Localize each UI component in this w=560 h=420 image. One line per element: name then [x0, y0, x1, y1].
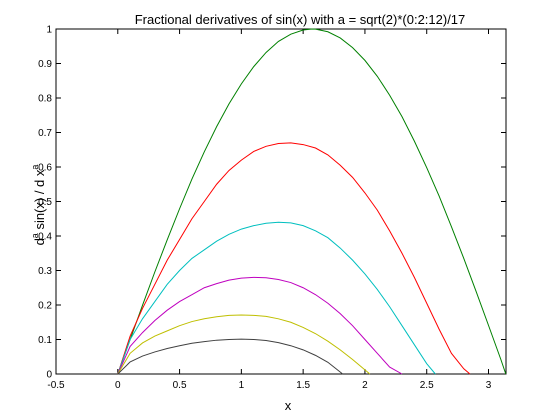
y-tick-label: 1	[46, 25, 52, 36]
x-tick-label: 1	[239, 380, 245, 391]
x-tick-label: 0.5	[173, 380, 187, 391]
x-tick-label: 3	[486, 380, 492, 391]
chart-title: Fractional derivatives of sin(x) with a …	[135, 12, 466, 27]
y-axis: 0 0.1 0.2 0.3 0.4 0.5 0.6 0.7 0.8 0.9 1	[38, 25, 506, 381]
y-tick-label: 0	[46, 370, 52, 381]
y-axis-label-sup-a2: a	[30, 165, 40, 170]
y-tick-label: 0.9	[38, 59, 52, 70]
x-axis-label: x	[285, 398, 292, 413]
plot-frame	[55, 28, 507, 375]
series-line-6	[117, 338, 344, 375]
x-tick-label: 2.5	[420, 380, 434, 391]
series-line-1	[117, 28, 507, 375]
y-axis-label: da sin(x) / d xa	[30, 165, 47, 246]
x-tick-label: -0.5	[47, 380, 65, 391]
x-axis: -0.5 0 0.5 1 1.5 2 2.5 3	[47, 29, 492, 391]
y-axis-label-middle: sin(x) / d x	[32, 169, 47, 233]
series-group	[117, 28, 507, 375]
y-tick-label: 0.8	[38, 94, 52, 105]
x-tick-label: 0	[115, 380, 121, 391]
series-line-4	[117, 276, 403, 375]
y-tick-label: 0.1	[38, 335, 52, 346]
series-line-2	[117, 142, 471, 375]
x-tick-label: 1.5	[296, 380, 310, 391]
y-tick-label: 0.6	[38, 163, 52, 174]
y-axis-label-d: d	[32, 238, 47, 245]
y-tick-label: 0.7	[38, 128, 52, 139]
x-tick-label: 2	[362, 380, 368, 391]
y-tick-label: 0.2	[38, 301, 52, 312]
y-tick-label: 0.3	[38, 266, 52, 277]
series-line-5	[117, 314, 371, 375]
y-tick-label: 0.4	[38, 232, 52, 243]
y-tick-label: 0.5	[38, 197, 52, 208]
y-axis-label-sup-a: a	[30, 233, 40, 238]
series-line-3	[117, 221, 436, 375]
